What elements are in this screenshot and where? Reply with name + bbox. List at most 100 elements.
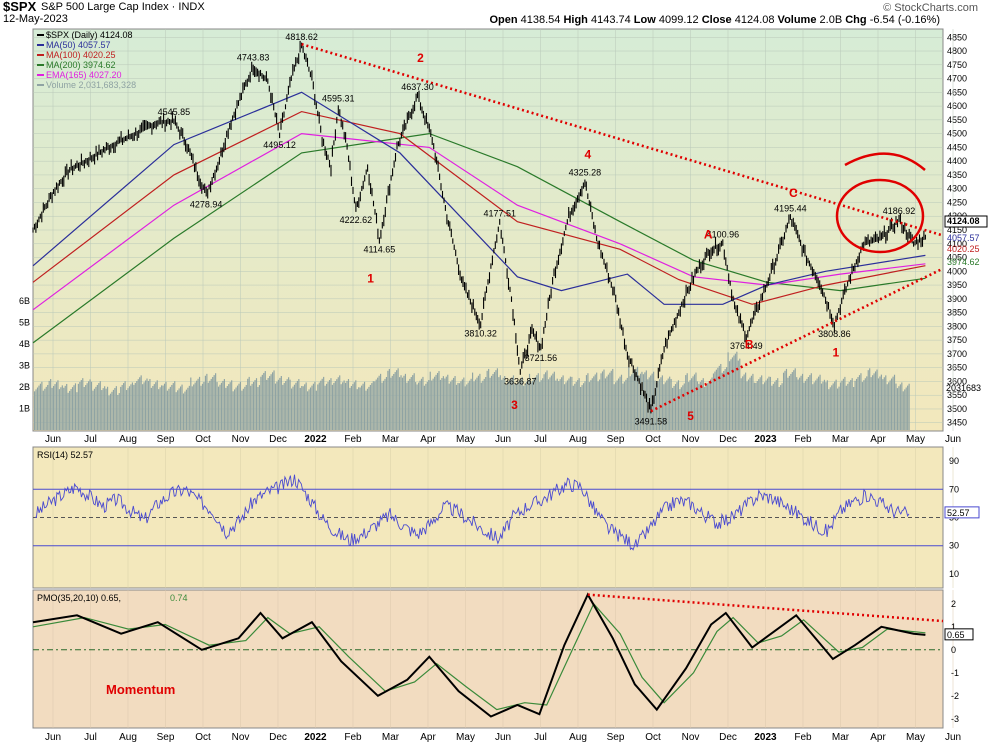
volume-bar — [162, 385, 164, 430]
volume-bar — [688, 382, 690, 430]
volume-bar — [67, 392, 69, 430]
volume-bar — [269, 376, 271, 430]
open-label: Open — [489, 14, 518, 26]
volume-bar — [794, 368, 796, 430]
volume-bar — [118, 393, 120, 430]
volume-bar — [837, 388, 839, 430]
volume-bar — [807, 377, 809, 430]
volume-bar — [69, 390, 71, 430]
volume-bar — [196, 380, 198, 430]
pmo-x-tick: Sep — [607, 732, 625, 743]
volume-bar — [212, 377, 214, 430]
price-x-tick: 2022 — [304, 434, 327, 445]
volume-bar — [34, 391, 36, 430]
volume-bar — [855, 378, 858, 430]
price-x-tick: Jul — [534, 434, 547, 445]
volume-bar — [61, 385, 63, 430]
pmo-x-tick: Dec — [719, 732, 737, 743]
volume-bar — [785, 368, 788, 430]
volume-bar — [493, 372, 496, 430]
pmo-x-tick: Jun — [45, 732, 61, 743]
volume-bar — [298, 379, 300, 430]
volume-bar — [708, 381, 710, 430]
volume-bar — [417, 382, 420, 430]
volume-tick: 1B — [19, 404, 30, 414]
volume-bar — [530, 382, 532, 430]
volume-bar — [718, 365, 720, 430]
volume-bar — [432, 378, 434, 430]
volume-bar — [772, 383, 774, 430]
wave-label: 3 — [511, 398, 518, 412]
volume-bar — [111, 391, 113, 430]
price-panel: 3450 3500 3550 3600 3650 3700 3750 3800 3850 3900… — [19, 28, 988, 445]
volume-bar — [866, 376, 868, 430]
price-y-tick: 4400 — [947, 156, 967, 166]
volume-bar — [877, 378, 880, 430]
volume-bar — [553, 371, 555, 430]
volume-bar — [349, 387, 351, 430]
volume-bar — [343, 380, 345, 430]
volume-bar — [86, 383, 88, 430]
pmo-x-tick: Feb — [344, 732, 362, 743]
volume-bar — [163, 383, 166, 430]
volume-bar — [650, 375, 652, 430]
volume-bar — [590, 380, 592, 430]
right-value-label: 4020.25 — [947, 244, 980, 254]
pmo-x-tick: Oct — [645, 732, 661, 743]
volume-bar — [818, 376, 820, 430]
volume-bar — [784, 370, 786, 430]
volume-bar — [644, 372, 646, 430]
volume-bar — [51, 387, 53, 430]
volume-bar — [133, 384, 135, 430]
volume-bar — [289, 379, 291, 430]
pmo-title: PMO(35,20,10) 0.65, — [37, 593, 121, 603]
volume-bar — [667, 378, 669, 430]
volume-bar — [226, 385, 228, 430]
price-x-tick: Oct — [645, 434, 661, 445]
volume-bar — [223, 379, 225, 430]
volume-bar — [369, 384, 371, 430]
price-x-tick: Jun — [945, 434, 961, 445]
wave-label: A — [704, 227, 713, 241]
rsi-value-box — [944, 506, 980, 519]
volume-bar — [701, 380, 703, 430]
volume-bar — [672, 387, 674, 430]
price-y-tick: 4500 — [947, 129, 967, 139]
volume-bar — [292, 386, 294, 430]
volume-bar — [850, 380, 852, 430]
price-y-tick: 3800 — [947, 321, 967, 331]
rsi-y-tick: 90 — [949, 456, 959, 466]
price-x-tick: Jul — [84, 434, 97, 445]
volume-bar — [477, 375, 480, 430]
volume-bar — [801, 373, 804, 430]
pmo-x-tick: May — [906, 732, 925, 743]
volume-bar — [723, 370, 725, 430]
volume-bar — [812, 384, 814, 430]
volume-bar — [902, 391, 904, 430]
price-x-tick: Apr — [870, 434, 886, 445]
volume-bar — [721, 372, 723, 430]
volume-bar — [616, 380, 618, 430]
volume-bar — [216, 382, 218, 430]
volume-bar — [39, 383, 42, 430]
volume-bar — [42, 390, 44, 430]
volume-bar — [782, 372, 785, 430]
volume-bar — [260, 376, 262, 430]
price-y-tick: 3700 — [947, 349, 967, 359]
volume-bar — [809, 375, 811, 430]
volume-bar — [188, 385, 190, 430]
price-x-tick: Mar — [382, 434, 400, 445]
volume-bar — [755, 382, 757, 430]
volume-bar — [800, 375, 802, 430]
close-label: Close — [701, 14, 732, 26]
volume-bar — [715, 369, 717, 430]
low-label: Low — [633, 14, 656, 26]
volume-bar — [404, 373, 407, 430]
volume-right-label: 2031683 — [946, 383, 981, 393]
volume-bar — [585, 375, 588, 430]
volume-bar — [543, 374, 545, 430]
volume-bar — [361, 385, 363, 430]
volume-bar — [308, 389, 310, 430]
volume-bar — [623, 381, 626, 430]
